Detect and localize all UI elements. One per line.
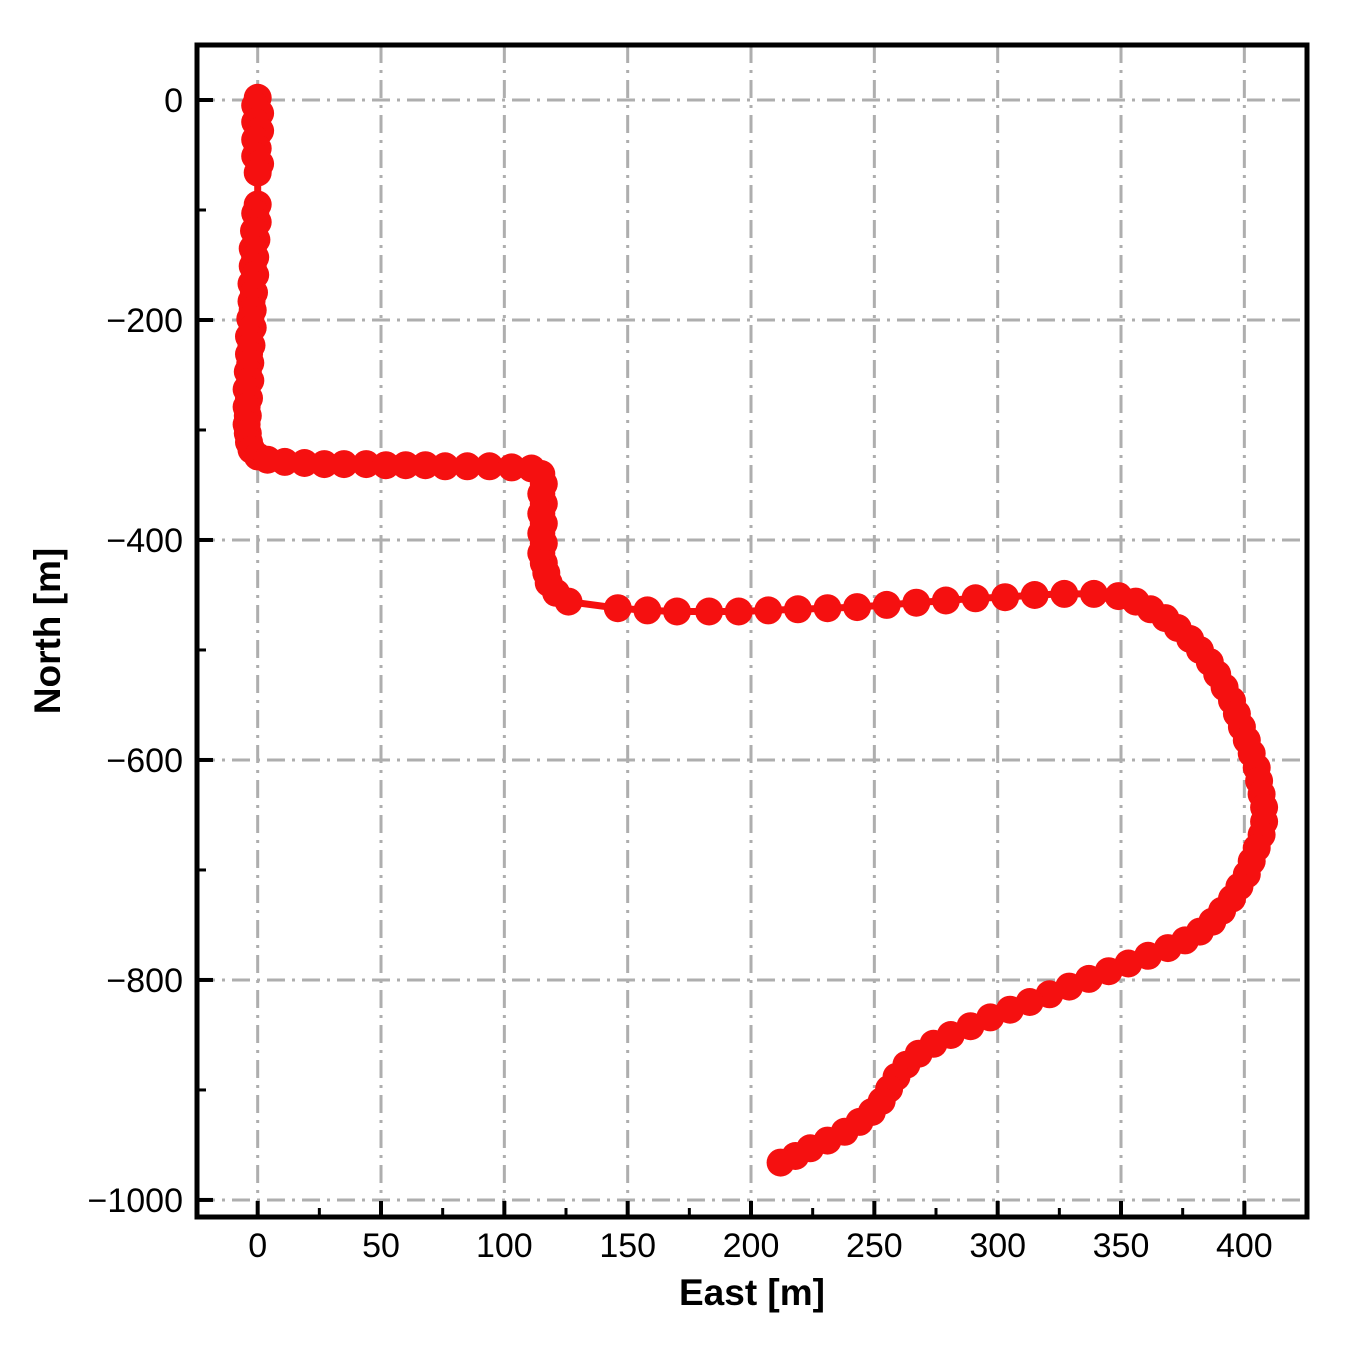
trajectory-marker xyxy=(783,595,812,624)
y-tick-label: −800 xyxy=(106,962,183,1000)
x-axis-label: East [m] xyxy=(679,1272,825,1313)
trajectory-marker xyxy=(991,583,1020,612)
trajectory-marker xyxy=(754,596,783,625)
tick-label-layer: 0 50 100 150 200 250 300 350 400 0 −200 −400 −600 −80… xyxy=(88,82,1273,1265)
trajectory-marker xyxy=(431,452,460,481)
trajectory-marker xyxy=(603,594,632,623)
trajectory-line xyxy=(243,94,1268,1167)
trajectory-marker xyxy=(371,451,400,480)
trajectory-marker xyxy=(1020,581,1049,609)
y-tick-label: −1000 xyxy=(88,1182,184,1220)
trajectory-marker xyxy=(243,158,272,187)
x-tick-label: 300 xyxy=(969,1227,1026,1265)
x-tick-label: 50 xyxy=(362,1227,400,1265)
trajectory-marker xyxy=(554,587,583,616)
trajectory-marker xyxy=(497,453,526,482)
trajectory-marker xyxy=(270,447,299,476)
trajectory-marker xyxy=(872,590,901,619)
x-tick-label: 350 xyxy=(1093,1227,1150,1265)
x-tick-label: 100 xyxy=(476,1227,533,1265)
trajectory-marker xyxy=(766,1148,795,1177)
x-tick-label: 200 xyxy=(723,1227,780,1265)
y-tick-label: −600 xyxy=(106,742,183,780)
trajectory-series xyxy=(232,83,1279,1177)
trajectory-marker xyxy=(1079,579,1108,608)
trajectory-marker xyxy=(961,584,990,613)
trajectory-marker xyxy=(724,597,753,626)
trajectory-marker xyxy=(453,452,482,481)
y-axis-label: North [m] xyxy=(27,548,68,714)
grid-layer xyxy=(197,45,1307,1217)
trajectory-marker xyxy=(310,450,339,479)
y-tick-label: 0 xyxy=(164,82,183,120)
trajectory-marker xyxy=(663,597,691,626)
x-tick-label: 400 xyxy=(1216,1227,1273,1265)
x-tick-label: 150 xyxy=(599,1227,656,1265)
trajectory-marker xyxy=(695,597,724,626)
trajectory-marker xyxy=(411,451,440,480)
trajectory-marker xyxy=(902,588,931,617)
trajectory-marker xyxy=(330,450,358,479)
trajectory-marker xyxy=(391,451,420,480)
trajectory-marker xyxy=(352,450,381,479)
trajectory-marker xyxy=(290,449,319,477)
axes-layer xyxy=(194,42,1310,1220)
trajectory-marker xyxy=(1050,579,1079,608)
x-tick-label: 0 xyxy=(248,1227,267,1265)
x-tick-label: 250 xyxy=(846,1227,903,1265)
y-tick-label: −200 xyxy=(106,302,183,340)
trajectory-marker xyxy=(633,596,662,625)
y-tick-label: −400 xyxy=(106,522,183,560)
trajectory-marker xyxy=(475,452,504,481)
trajectory-marker xyxy=(813,594,842,623)
trajectory-marker xyxy=(843,593,872,622)
trajectory-marker xyxy=(931,586,960,615)
